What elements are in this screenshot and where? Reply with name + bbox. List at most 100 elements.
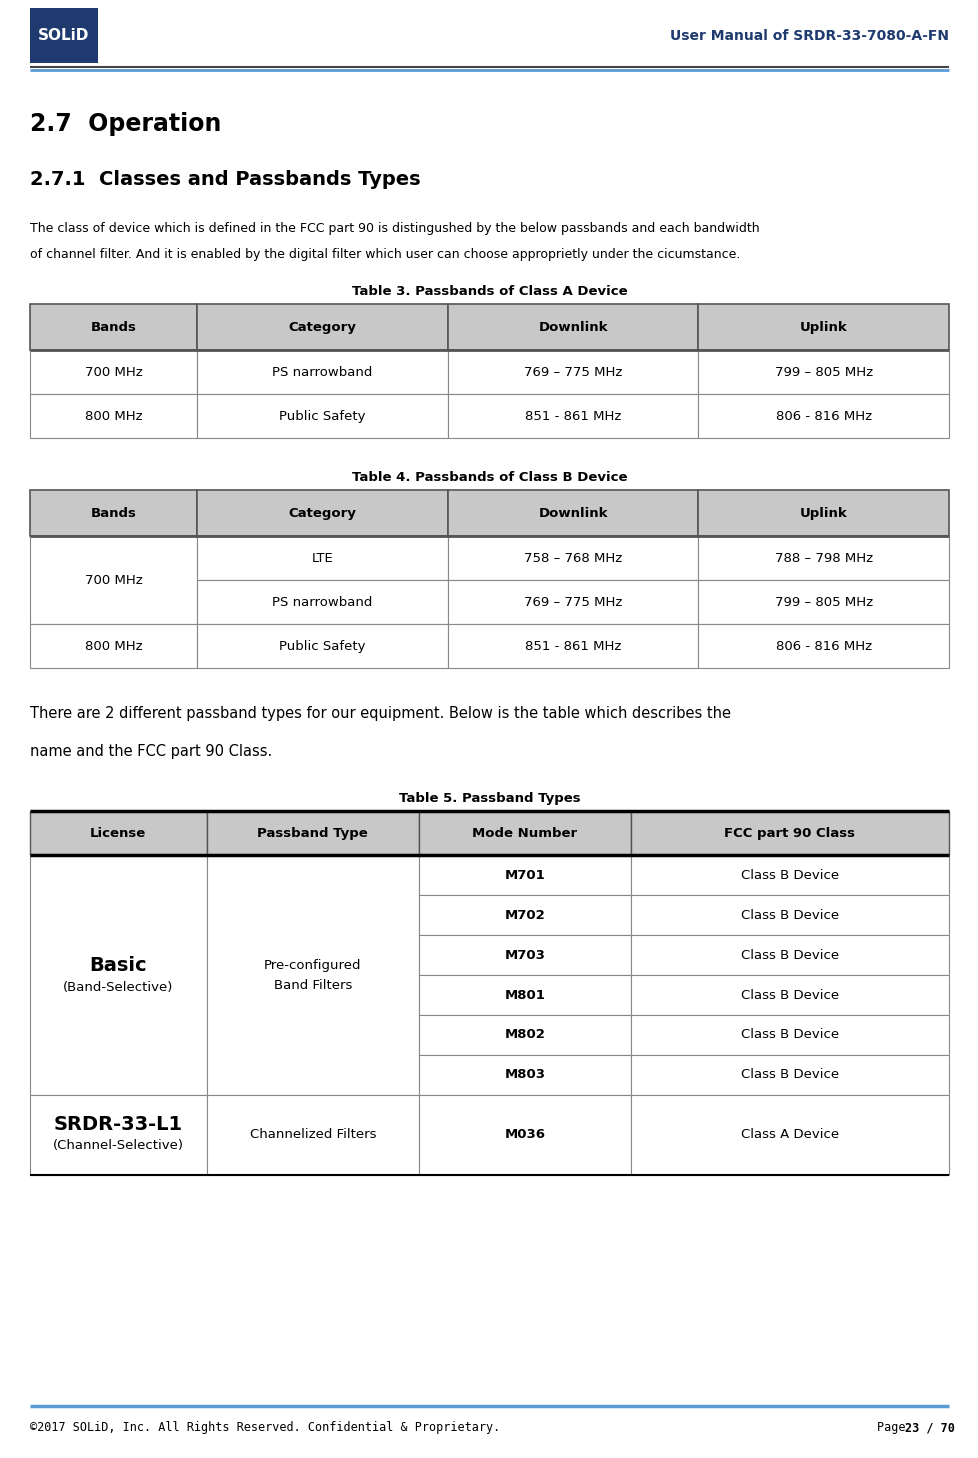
Bar [206, 1095, 419, 1175]
Bar [447, 305, 697, 350]
Bar [419, 811, 630, 854]
Text: The class of device which is defined in the FCC part 90 is distingushed by the b: The class of device which is defined in … [30, 222, 759, 235]
Text: PS narrowband: PS narrowband [272, 366, 373, 379]
Text: Class B Device: Class B Device [740, 869, 838, 882]
Text: M703: M703 [504, 949, 545, 961]
Text: SRDR-33-L1: SRDR-33-L1 [54, 1114, 183, 1133]
Bar [419, 1095, 630, 1175]
Text: Uplink: Uplink [799, 321, 847, 334]
Text: Pre-configured: Pre-configured [264, 958, 361, 971]
Text: Band Filters: Band Filters [273, 978, 352, 991]
Text: Passband Type: Passband Type [257, 827, 368, 840]
Bar [30, 811, 206, 854]
Bar [630, 935, 948, 975]
Text: Channelized Filters: Channelized Filters [249, 1128, 376, 1142]
Text: M036: M036 [504, 1128, 545, 1142]
Bar [630, 1015, 948, 1056]
Bar [697, 580, 948, 624]
Bar [697, 624, 948, 668]
Bar [206, 811, 419, 854]
Bar [447, 350, 697, 394]
Text: M701: M701 [504, 869, 545, 882]
Bar [30, 1095, 206, 1175]
Bar [447, 537, 697, 580]
Text: 799 – 805 MHz: 799 – 805 MHz [774, 366, 871, 379]
Text: (Band-Selective): (Band-Selective) [64, 980, 173, 993]
Text: 806 - 816 MHz: 806 - 816 MHz [775, 410, 870, 423]
Text: Page: Page [876, 1422, 911, 1435]
Text: Bands: Bands [91, 506, 136, 519]
Text: Class B Device: Class B Device [740, 949, 838, 961]
Bar [697, 350, 948, 394]
Text: 788 – 798 MHz: 788 – 798 MHz [774, 551, 871, 564]
Text: 799 – 805 MHz: 799 – 805 MHz [774, 595, 871, 608]
Bar [419, 1015, 630, 1056]
Bar [30, 7, 98, 63]
Bar [447, 580, 697, 624]
Bar [419, 935, 630, 975]
Text: M802: M802 [504, 1028, 545, 1041]
Text: Class B Device: Class B Device [740, 1028, 838, 1041]
Text: Table 4. Passbands of Class B Device: Table 4. Passbands of Class B Device [351, 471, 627, 484]
Text: Class B Device: Class B Device [740, 908, 838, 921]
Text: LTE: LTE [311, 551, 333, 564]
Text: Downlink: Downlink [538, 506, 607, 519]
Bar [197, 580, 447, 624]
Text: Mode Number: Mode Number [471, 827, 577, 840]
Text: 758 – 768 MHz: 758 – 768 MHz [523, 551, 622, 564]
Bar [206, 854, 419, 1095]
Text: 2.7.1  Classes and Passbands Types: 2.7.1 Classes and Passbands Types [30, 171, 421, 190]
Text: Table 5. Passband Types: Table 5. Passband Types [398, 792, 580, 805]
Bar [197, 537, 447, 580]
Text: 23 / 70: 23 / 70 [904, 1422, 954, 1435]
Bar [30, 305, 197, 350]
Text: Class B Device: Class B Device [740, 1069, 838, 1082]
Bar [30, 394, 197, 437]
Bar [30, 624, 197, 668]
Text: of channel filter. And it is enabled by the digital filter which user can choose: of channel filter. And it is enabled by … [30, 248, 739, 261]
Text: M803: M803 [504, 1069, 545, 1082]
Text: SOLiD: SOLiD [38, 28, 90, 42]
Text: User Manual of SRDR-33-7080-A-FN: User Manual of SRDR-33-7080-A-FN [669, 29, 948, 42]
Text: PS narrowband: PS narrowband [272, 595, 373, 608]
Text: 2.7  Operation: 2.7 Operation [30, 112, 221, 136]
Bar [697, 305, 948, 350]
Bar [197, 350, 447, 394]
Bar [447, 624, 697, 668]
Bar [419, 895, 630, 935]
Bar [197, 305, 447, 350]
Bar [197, 394, 447, 437]
Text: 806 - 816 MHz: 806 - 816 MHz [775, 640, 870, 653]
Bar [447, 490, 697, 537]
Bar [630, 1095, 948, 1175]
Text: M801: M801 [504, 989, 545, 1002]
Bar [419, 1056, 630, 1095]
Bar [630, 854, 948, 895]
Bar [30, 854, 206, 1095]
Text: Class B Device: Class B Device [740, 989, 838, 1002]
Text: Category: Category [289, 506, 356, 519]
Bar [197, 490, 447, 537]
Text: 769 – 775 MHz: 769 – 775 MHz [523, 595, 622, 608]
Text: Downlink: Downlink [538, 321, 607, 334]
Text: License: License [90, 827, 147, 840]
Text: Basic: Basic [89, 955, 147, 974]
Text: FCC part 90 Class: FCC part 90 Class [724, 827, 855, 840]
Text: Category: Category [289, 321, 356, 334]
Bar [30, 537, 197, 624]
Text: 700 MHz: 700 MHz [84, 573, 142, 586]
Text: ©2017 SOLiD, Inc. All Rights Reserved. Confidential & Proprietary.: ©2017 SOLiD, Inc. All Rights Reserved. C… [30, 1422, 500, 1435]
Text: 851 - 861 MHz: 851 - 861 MHz [524, 640, 621, 653]
Bar [197, 624, 447, 668]
Text: 800 MHz: 800 MHz [85, 410, 142, 423]
Bar [630, 811, 948, 854]
Bar [630, 895, 948, 935]
Text: 769 – 775 MHz: 769 – 775 MHz [523, 366, 622, 379]
Bar [419, 854, 630, 895]
Text: name and the FCC part 90 Class.: name and the FCC part 90 Class. [30, 744, 272, 760]
Bar [447, 394, 697, 437]
Text: There are 2 different passband types for our equipment. Below is the table which: There are 2 different passband types for… [30, 706, 731, 722]
Bar [697, 490, 948, 537]
Text: Bands: Bands [91, 321, 136, 334]
Bar [419, 975, 630, 1015]
